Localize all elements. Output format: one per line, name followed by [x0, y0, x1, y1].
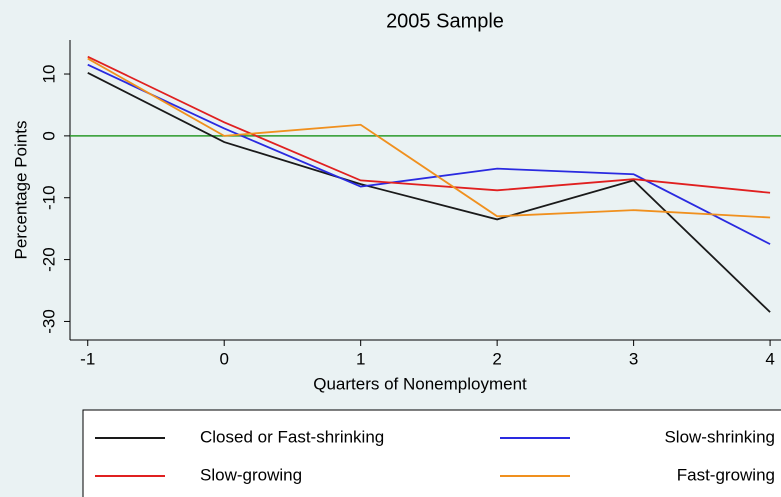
- x-axis-label: Quarters of Nonemployment: [313, 374, 527, 393]
- legend-label: Fast-growing: [677, 465, 775, 484]
- series-line: [87, 57, 771, 219]
- x-tick-label: 3: [629, 349, 638, 368]
- legend-box: [82, 409, 781, 497]
- legend-label: Closed or Fast-shrinking: [200, 427, 384, 446]
- series-line: [87, 63, 771, 245]
- series-line: [87, 71, 771, 313]
- y-tick-label: 0: [39, 131, 58, 140]
- legend-label: Slow-shrinking: [664, 427, 775, 446]
- x-tick-label: 0: [219, 349, 228, 368]
- x-tick-label: 1: [356, 349, 365, 368]
- chart-title: 2005 Sample: [386, 10, 504, 32]
- y-axis-label: Percentage Points: [11, 121, 30, 260]
- y-tick-label: 10: [39, 65, 58, 84]
- y-tick-label: -20: [39, 247, 58, 272]
- y-tick-label: -10: [39, 185, 58, 210]
- x-tick-label: -1: [80, 349, 95, 368]
- legend-label: Slow-growing: [200, 465, 302, 484]
- y-tick-label: -30: [39, 309, 58, 334]
- x-tick-label: 2: [492, 349, 501, 368]
- x-tick-label: 4: [765, 349, 774, 368]
- series-line: [87, 55, 771, 194]
